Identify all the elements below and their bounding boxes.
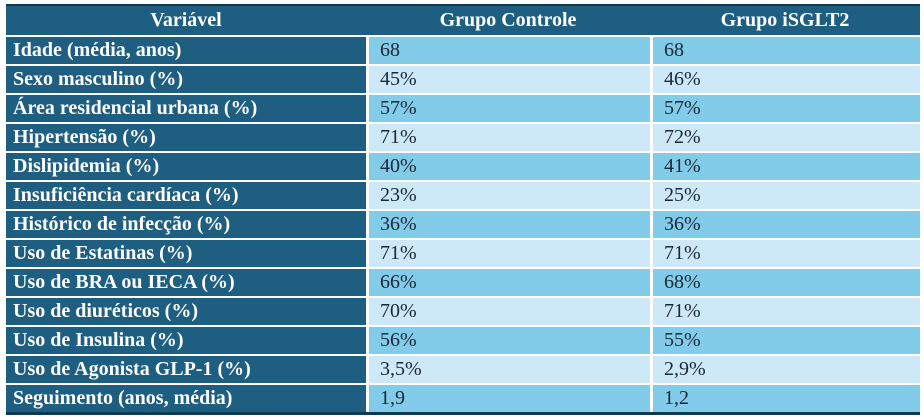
grupo-isglt2-value: 71% (650, 238, 920, 267)
grupo-controle-value: 70% (366, 296, 650, 325)
grupo-controle-value: 71% (366, 238, 650, 267)
table-row: Idade (média, anos) 68 68 (6, 35, 920, 64)
table-row: Seguimento (anos, média) 1,9 1,2 (6, 383, 920, 412)
table-row: Histórico de infecção (%) 36% 36% (6, 209, 920, 238)
table-header: Variável Grupo Controle Grupo iSGLT2 (6, 6, 920, 35)
variable-label: Idade (média, anos) (6, 35, 366, 64)
variable-label: Uso de Agonista GLP-1 (%) (6, 354, 366, 383)
grupo-isglt2-value: 68 (650, 35, 920, 64)
column-header-grupo-controle: Grupo Controle (366, 6, 650, 35)
grupo-isglt2-value: 25% (650, 180, 920, 209)
comparison-table: Variável Grupo Controle Grupo iSGLT2 Ida… (6, 6, 920, 412)
table-row: Hipertensão (%) 71% 72% (6, 122, 920, 151)
table-row: Uso de Estatinas (%) 71% 71% (6, 238, 920, 267)
variable-label: Dislipidemia (%) (6, 151, 366, 180)
header-row: Variável Grupo Controle Grupo iSGLT2 (6, 6, 920, 35)
grupo-controle-value: 57% (366, 93, 650, 122)
table-row: Dislipidemia (%) 40% 41% (6, 151, 920, 180)
grupo-isglt2-value: 72% (650, 122, 920, 151)
variable-label: Uso de BRA ou IECA (%) (6, 267, 366, 296)
grupo-isglt2-value: 55% (650, 325, 920, 354)
grupo-isglt2-value: 71% (650, 296, 920, 325)
variable-label: Uso de diuréticos (%) (6, 296, 366, 325)
variable-label: Histórico de infecção (%) (6, 209, 366, 238)
grupo-controle-value: 36% (366, 209, 650, 238)
grupo-isglt2-value: 57% (650, 93, 920, 122)
grupo-controle-value: 40% (366, 151, 650, 180)
table-row: Uso de Agonista GLP-1 (%) 3,5% 2,9% (6, 354, 920, 383)
table-row: Sexo masculino (%) 45% 46% (6, 64, 920, 93)
grupo-controle-value: 71% (366, 122, 650, 151)
table-row: Área residencial urbana (%) 57% 57% (6, 93, 920, 122)
variable-label: Insuficiência cardíaca (%) (6, 180, 366, 209)
grupo-isglt2-value: 46% (650, 64, 920, 93)
grupo-controle-value: 23% (366, 180, 650, 209)
grupo-isglt2-value: 68% (650, 267, 920, 296)
variable-label: Uso de Insulina (%) (6, 325, 366, 354)
variable-label: Seguimento (anos, média) (6, 383, 366, 412)
column-header-grupo-isglt2: Grupo iSGLT2 (650, 6, 920, 35)
grupo-isglt2-value: 1,2 (650, 383, 920, 412)
table-row: Insuficiência cardíaca (%) 23% 25% (6, 180, 920, 209)
grupo-controle-value: 68 (366, 35, 650, 64)
variable-label: Área residencial urbana (%) (6, 93, 366, 122)
grupo-controle-value: 56% (366, 325, 650, 354)
grupo-controle-value: 45% (366, 64, 650, 93)
grupo-controle-value: 1,9 (366, 383, 650, 412)
grupo-isglt2-value: 41% (650, 151, 920, 180)
grupo-isglt2-value: 2,9% (650, 354, 920, 383)
variable-label: Sexo masculino (%) (6, 64, 366, 93)
grupo-controle-value: 66% (366, 267, 650, 296)
table-row: Uso de BRA ou IECA (%) 66% 68% (6, 267, 920, 296)
table-body: Idade (média, anos) 68 68 Sexo masculino (%… (6, 35, 920, 412)
variable-label: Hipertensão (%) (6, 122, 366, 151)
grupo-controle-value: 3,5% (366, 354, 650, 383)
variable-label: Uso de Estatinas (%) (6, 238, 366, 267)
table-row: Uso de Insulina (%) 56% 55% (6, 325, 920, 354)
table-row: Uso de diuréticos (%) 70% 71% (6, 296, 920, 325)
grupo-isglt2-value: 36% (650, 209, 920, 238)
comparison-table-frame: Variável Grupo Controle Grupo iSGLT2 Ida… (6, 4, 920, 415)
column-header-variavel: Variável (6, 6, 366, 35)
